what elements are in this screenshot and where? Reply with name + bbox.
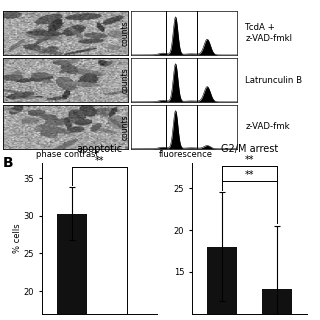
Text: fluorescence: fluorescence (159, 150, 212, 159)
Y-axis label: % cells: % cells (13, 224, 22, 253)
Y-axis label: counts: counts (121, 114, 130, 140)
Y-axis label: counts: counts (121, 20, 130, 46)
Text: Latrunculin B: Latrunculin B (245, 76, 302, 84)
Bar (57, 213, 87, 320)
Text: **: ** (245, 170, 254, 180)
Text: G2/M arrest: G2/M arrest (221, 144, 278, 154)
Bar (262, 289, 292, 320)
Text: TcdA +
z-VAD-fmkl: TcdA + z-VAD-fmkl (245, 23, 292, 43)
Text: **: ** (245, 155, 254, 165)
Y-axis label: counts: counts (121, 67, 130, 93)
Text: **: ** (94, 156, 104, 166)
Bar (207, 247, 237, 320)
Text: phase contrast: phase contrast (36, 150, 99, 159)
Text: apoptotic: apoptotic (76, 144, 122, 154)
Text: B: B (3, 156, 14, 170)
Text: z-VAD-fmk: z-VAD-fmk (245, 123, 290, 132)
